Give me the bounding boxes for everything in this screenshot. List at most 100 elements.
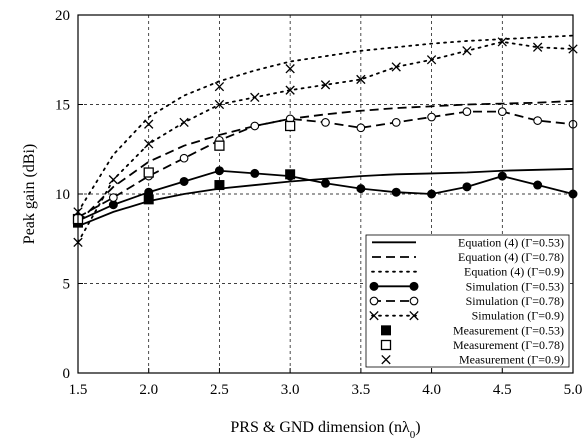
series-3-point <box>497 171 507 181</box>
series-3-point <box>250 168 260 178</box>
series-3-point <box>462 182 472 192</box>
legend-entry: Measurement (Γ=0.78) <box>380 338 564 352</box>
series-3-point <box>427 189 437 199</box>
series-line <box>77 34 574 213</box>
series-5-point <box>108 175 119 185</box>
legend-label: Simulation (Γ=0.53) <box>466 279 564 293</box>
grid <box>78 15 573 373</box>
series-5 <box>73 37 578 247</box>
series-3-point <box>108 200 118 210</box>
series-4-point <box>462 107 472 117</box>
legend-point <box>369 296 379 306</box>
x-tick-label: 1.5 <box>69 382 88 398</box>
x-tick-label: 2.0 <box>139 382 158 398</box>
legend-point <box>409 281 419 291</box>
cross-stroke <box>214 99 225 110</box>
series-4-point <box>321 118 330 127</box>
y-tick-label: 5 <box>63 277 71 293</box>
series-8-point <box>214 81 225 92</box>
legend-label: Simulation (Γ=0.78) <box>466 294 564 308</box>
legend-entry: Simulation (Γ=0.78) <box>369 294 564 308</box>
y-tick-label: 10 <box>55 187 70 203</box>
legend-point <box>409 311 419 321</box>
series-4-point <box>427 112 436 122</box>
legend-entry: Equation (4) (Γ=0.53) <box>372 235 564 249</box>
legend-label: Measurement (Γ=0.78) <box>453 338 564 352</box>
series-1 <box>77 100 574 224</box>
series-8 <box>73 64 295 217</box>
series-3-point <box>533 180 543 190</box>
series-5-point <box>497 37 507 47</box>
legend-entry: Equation (4) (Γ=0.9) <box>371 265 564 279</box>
x-tick-label: 2.5 <box>210 382 229 398</box>
cross-stroke <box>426 55 437 65</box>
y-tick-label: 0 <box>63 366 71 382</box>
legend-entry: Measurement (Γ=0.9) <box>381 353 564 367</box>
x-axis-title: PRS & GND dimension (nλ0) <box>230 419 420 441</box>
cross-stroke <box>462 46 472 56</box>
series-4-point <box>391 118 401 127</box>
cross-stroke <box>356 74 366 85</box>
cross-stroke <box>391 62 401 72</box>
legend-point <box>381 325 391 336</box>
cross-stroke <box>285 64 295 74</box>
cross-stroke <box>214 81 225 92</box>
series-5-point <box>462 46 472 56</box>
series-7-point <box>284 120 296 132</box>
series-6-point <box>285 169 296 180</box>
legend-point <box>369 311 379 321</box>
series-8-point <box>144 119 154 129</box>
cross-stroke <box>497 37 507 47</box>
legend-label: Equation (4) (Γ=0.9) <box>464 265 564 279</box>
series-5-point <box>356 74 366 85</box>
series-4-point <box>497 107 507 117</box>
legend-label: Measurement (Γ=0.53) <box>453 323 564 337</box>
cross-stroke <box>320 80 331 90</box>
legend-label: Simulation (Γ=0.9) <box>472 309 564 323</box>
x-tick-label: 4.0 <box>422 382 441 398</box>
cross-stroke <box>250 92 260 102</box>
cross-stroke <box>144 119 154 129</box>
x-tick-label: 4.5 <box>493 382 512 398</box>
series-7-point <box>214 140 225 151</box>
series-5-point <box>426 55 437 65</box>
legend-entry: Simulation (Γ=0.53) <box>369 279 564 293</box>
legend-point <box>380 339 392 351</box>
series-6-point <box>214 180 225 191</box>
legend-point <box>381 355 391 365</box>
series-5-point <box>532 42 543 52</box>
series-4-point <box>356 123 366 133</box>
series-3-point <box>391 187 401 197</box>
legend-label: Measurement (Γ=0.9) <box>459 353 564 367</box>
y-axis-title: Peak gain (dBi) <box>21 144 38 244</box>
lambda-subscript: 0 <box>410 429 416 441</box>
legend-label: Equation (4) (Γ=0.53) <box>458 235 564 249</box>
series-3-point <box>179 176 189 186</box>
cross-stroke <box>144 139 154 149</box>
cross-stroke <box>381 355 391 365</box>
series-6-point <box>143 194 154 205</box>
x-tick-label: 5.0 <box>564 382 583 398</box>
series-4-point <box>250 121 260 131</box>
legend-entry: Simulation (Γ=0.9) <box>369 309 564 323</box>
series-5-point <box>144 139 154 149</box>
x-tick-label: 3.5 <box>351 382 370 398</box>
series-3-point <box>214 166 224 176</box>
y-tick-label: 20 <box>55 8 70 24</box>
cross-stroke <box>532 42 543 52</box>
close-paren: ) <box>415 419 420 436</box>
legend-label: Equation (4) (Γ=0.78) <box>458 250 564 264</box>
series-5-point <box>250 92 260 102</box>
series-4-point <box>109 193 118 202</box>
series-5-point <box>391 62 401 72</box>
series-5-point <box>320 80 331 90</box>
x-tick-label: 3.0 <box>281 382 300 398</box>
cross-stroke <box>409 311 419 321</box>
legend-box <box>365 234 570 368</box>
legend-point <box>369 281 379 291</box>
series-5-point <box>179 117 189 128</box>
ticks: 1.5 2.0 2.5 3.0 3.5 4.0 4.5 5.0 0 5 10 15 20 <box>55 8 582 398</box>
cross-stroke <box>179 117 189 128</box>
series-5-point <box>285 85 295 95</box>
